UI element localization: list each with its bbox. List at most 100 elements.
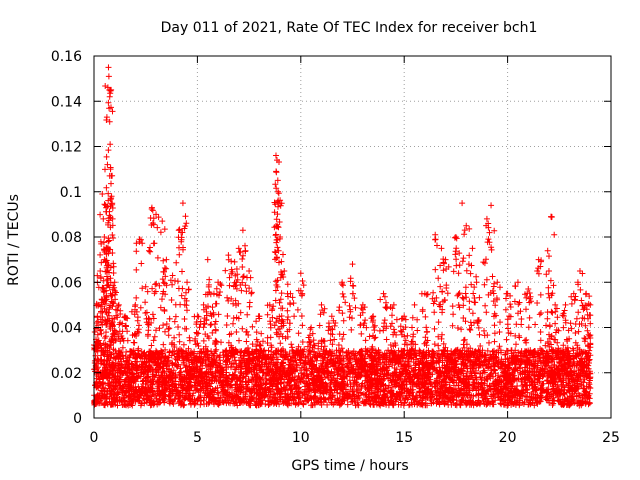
roti-peak-point bbox=[272, 152, 279, 159]
roti-peak-point bbox=[328, 313, 335, 320]
roti-peak-point bbox=[318, 301, 325, 308]
roti-peak-point bbox=[488, 202, 495, 209]
roti-peak-point bbox=[142, 283, 149, 290]
roti-peak-point bbox=[411, 301, 418, 308]
roti-peak-point bbox=[99, 191, 106, 198]
y-axis-label: ROTI / TECUs bbox=[6, 194, 22, 286]
roti-peak-point bbox=[287, 290, 294, 297]
roti-peak-point bbox=[432, 231, 439, 238]
y-tick-label: 0.1 bbox=[60, 185, 82, 201]
roti-point-cloud bbox=[91, 83, 594, 409]
roti-peak-point bbox=[235, 245, 242, 252]
roti-peak-point bbox=[463, 222, 470, 229]
x-tick-label: 15 bbox=[395, 430, 413, 446]
y-tick-label: 0.08 bbox=[51, 230, 82, 246]
y-tick-label: 0.02 bbox=[51, 366, 82, 382]
roti-peak-point bbox=[275, 188, 282, 195]
roti-peak-point bbox=[101, 234, 108, 240]
roti-peak-point bbox=[421, 290, 428, 297]
roti-peak-point bbox=[184, 279, 191, 286]
roti-peak-point bbox=[266, 301, 273, 308]
roti-peak-point bbox=[473, 279, 480, 286]
x-tick-label: 0 bbox=[90, 430, 99, 446]
roti-peak-point bbox=[107, 166, 114, 173]
roti-peak-point bbox=[105, 64, 112, 71]
roti-peak-point bbox=[297, 270, 304, 277]
roti-peak-point bbox=[545, 267, 552, 274]
y-tick-label: 0.04 bbox=[51, 321, 82, 337]
y-tick-labels: 0 0.02 0.04 0.06 0.08 0.1 0.12 0.14 0.16 bbox=[51, 49, 82, 427]
roti-peak-point bbox=[535, 256, 542, 263]
roti-peak-point bbox=[359, 301, 366, 308]
roti-peak-point bbox=[122, 313, 129, 320]
roti-peak-point bbox=[107, 141, 114, 148]
roti-peak-point bbox=[109, 215, 116, 222]
roti-peak-point bbox=[339, 279, 346, 286]
roti-peak-point bbox=[97, 267, 104, 274]
roti-peak-point bbox=[587, 301, 594, 308]
roti-peak-point bbox=[308, 324, 315, 331]
roti-peak-point bbox=[108, 193, 115, 200]
roti-peak-point bbox=[438, 245, 445, 252]
roti-peak-point bbox=[483, 215, 490, 222]
roti-peak-point bbox=[459, 200, 466, 207]
roti-peak-point bbox=[583, 290, 590, 297]
roti-peak-point bbox=[194, 313, 201, 320]
data-points bbox=[91, 64, 594, 409]
roti-peak-point bbox=[153, 211, 160, 218]
roti-peak-point bbox=[95, 301, 102, 308]
roti-peak-point bbox=[552, 301, 559, 308]
y-tick-label: 0 bbox=[73, 411, 82, 427]
chart-title: Day 011 of 2021, Rate Of TEC Index for r… bbox=[161, 20, 538, 36]
x-tick-label: 5 bbox=[193, 430, 202, 446]
x-tick-label: 25 bbox=[602, 430, 620, 446]
roti-peak-point bbox=[281, 267, 288, 274]
roti-peak-point bbox=[163, 256, 170, 263]
x-tick-label: 20 bbox=[499, 430, 517, 446]
roti-peak-point bbox=[239, 227, 246, 234]
roti-peak-point bbox=[576, 267, 583, 274]
roti-peak-point bbox=[504, 290, 511, 297]
roti-peak-point bbox=[104, 161, 111, 168]
roti-peak-point bbox=[452, 234, 459, 240]
roti-peak-point bbox=[276, 200, 283, 207]
y-tick-label: 0.06 bbox=[51, 275, 82, 291]
roti-peak-point bbox=[494, 279, 501, 286]
roti-peak-point bbox=[256, 313, 263, 320]
roti-peak-point bbox=[103, 245, 110, 252]
y-tick-label: 0.14 bbox=[51, 94, 82, 110]
roti-peak-point bbox=[525, 286, 532, 293]
roti-peak-point bbox=[401, 313, 408, 320]
roti-peak-point bbox=[105, 73, 112, 80]
roti-peak-point bbox=[442, 256, 449, 263]
roti-peak-point bbox=[548, 213, 555, 220]
roti-peak-point bbox=[136, 236, 143, 243]
roti-peak-point bbox=[514, 279, 521, 286]
roti-peak-point bbox=[225, 252, 232, 259]
roti-peak-point bbox=[274, 157, 281, 164]
roti-peak-point bbox=[562, 301, 569, 308]
roti-peak-point bbox=[215, 279, 222, 286]
roti-peak-point bbox=[370, 313, 377, 320]
roti-peak-point bbox=[111, 279, 118, 286]
x-tick-labels: 0 5 10 15 20 25 bbox=[90, 430, 620, 446]
roti-peak-point bbox=[100, 215, 107, 222]
roti-peak-point bbox=[115, 301, 122, 308]
roti-peak-point bbox=[570, 290, 577, 297]
roti-peak-point bbox=[231, 258, 238, 265]
grid-lines bbox=[94, 56, 611, 418]
roti-peak-point bbox=[169, 272, 176, 279]
y-tick-label: 0.16 bbox=[51, 49, 82, 65]
roti-peak-point bbox=[106, 86, 113, 93]
roti-peak-point bbox=[179, 200, 186, 207]
x-tick-label: 10 bbox=[292, 430, 310, 446]
roti-peak-point bbox=[380, 290, 387, 297]
roti-peak-point bbox=[390, 301, 397, 308]
roti-peak-point bbox=[200, 301, 207, 308]
roti-peak-point bbox=[148, 204, 155, 211]
roti-peak-point bbox=[204, 256, 211, 263]
roti-peak-point bbox=[349, 261, 356, 268]
roti-peak-point bbox=[175, 227, 182, 234]
roti-peak-point bbox=[132, 301, 139, 308]
y-tick-label: 0.12 bbox=[51, 140, 82, 156]
